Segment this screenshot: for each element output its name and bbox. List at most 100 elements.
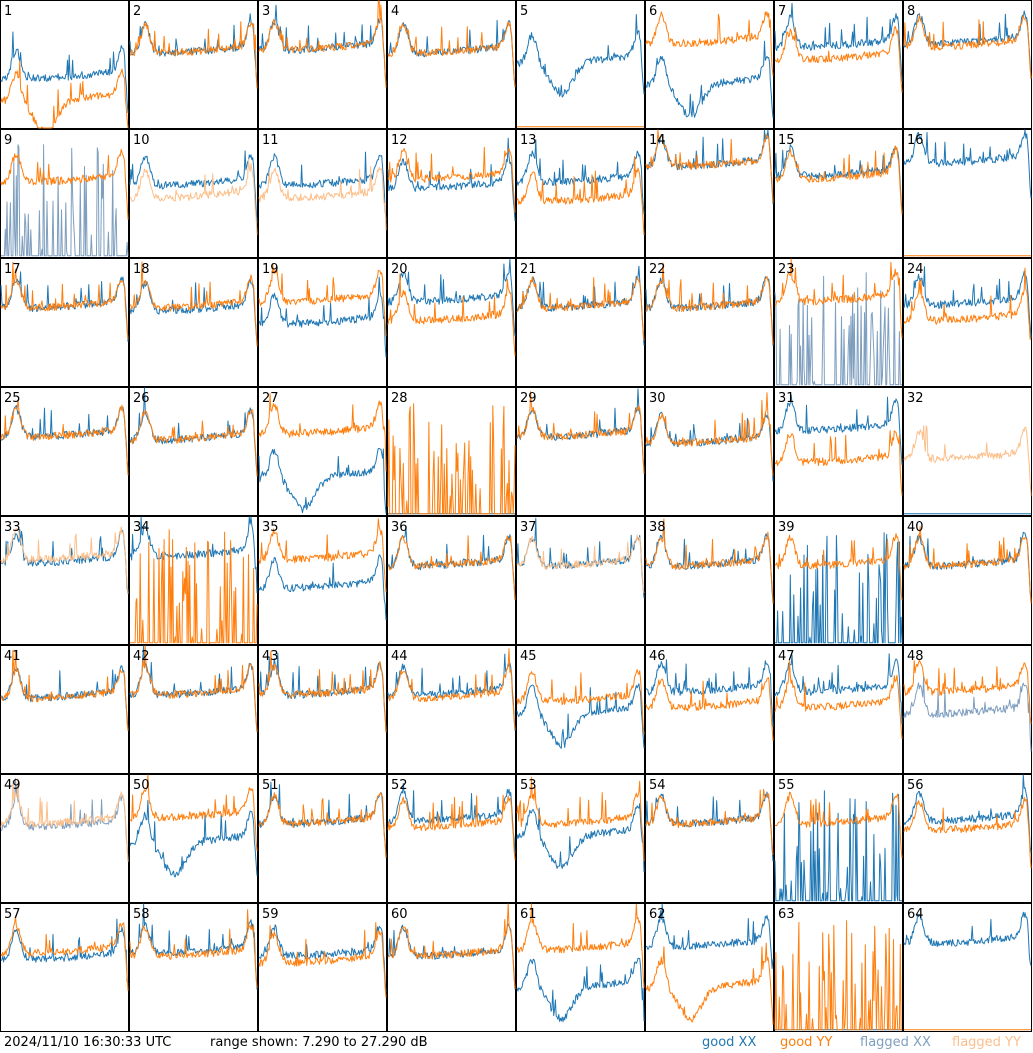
panel-5-label: 5 [520, 4, 528, 19]
panel-3: 3 [258, 0, 387, 129]
panel-16: 16 [903, 129, 1032, 258]
timestamp: 2024/11/10 16:30:33 UTC [4, 1035, 172, 1050]
panel-55: 55 [774, 774, 903, 903]
panel-frame [774, 129, 903, 258]
panel-frame [516, 645, 645, 774]
panel-38-label: 38 [649, 520, 666, 535]
panel-62: 62 [645, 903, 774, 1032]
panel-60-xx-line [387, 923, 516, 990]
panel-frame [258, 774, 387, 903]
panel-63-yy-line [774, 920, 902, 1031]
panel-46-yy-line [645, 677, 774, 741]
panel-59: 59 [258, 903, 387, 1032]
panel-frame [645, 387, 774, 516]
panel-60: 60 [387, 903, 516, 1032]
panel-50-yy-line [129, 774, 258, 852]
panel-frame [0, 774, 129, 903]
panel-13-label: 13 [520, 133, 537, 148]
panel-24-yy-line [903, 267, 1032, 340]
panel-22: 22 [645, 258, 774, 387]
panel-63: 63 [774, 903, 903, 1032]
panel-22-xx-line [645, 264, 774, 347]
panel-4: 4 [387, 0, 516, 129]
panel-frame [0, 903, 129, 1032]
panel-53: 53 [516, 774, 645, 903]
panel-frame [0, 645, 129, 774]
panel-53-yy-line [516, 776, 645, 862]
panel-frame [129, 0, 258, 129]
panel-40-label: 40 [907, 520, 924, 535]
panel-59-label: 59 [262, 907, 279, 922]
panel-frame [516, 516, 645, 645]
panel-frame [645, 645, 774, 774]
legend-flagged-yy: flagged YY [952, 1035, 1021, 1050]
panel-32-yy-line [903, 425, 1032, 496]
panel-25: 25 [0, 387, 129, 516]
panel-frame [645, 903, 774, 1032]
footer: 2024/11/10 16:30:33 UTC range shown: 7.2… [0, 1033, 1033, 1053]
panel-14-yy-line [645, 129, 774, 203]
panel-28-label: 28 [391, 391, 408, 406]
panel-42-xx-line [129, 645, 258, 733]
panel-41-yy-line [0, 650, 129, 731]
panel-3-label: 3 [262, 4, 270, 19]
panel-30-label: 30 [649, 391, 666, 406]
panel-60-label: 60 [391, 907, 408, 922]
panel-62-xx-line [646, 903, 774, 969]
panel-60-yy-line [387, 903, 516, 990]
panel-2-label: 2 [133, 4, 141, 19]
panel-55-yy-line [774, 791, 903, 859]
panel-12: 12 [387, 129, 516, 258]
panel-9-yy-line [0, 148, 129, 220]
panel-39: 39 [774, 516, 903, 645]
panel-15-xx-line [774, 144, 903, 212]
panel-frame [258, 516, 387, 645]
panel-48-yy-line [903, 659, 1032, 724]
panel-7-yy-line [774, 25, 903, 93]
panel-28: 28 [387, 387, 516, 516]
panel-47-yy-line [774, 659, 903, 740]
panel-18-label: 18 [133, 262, 150, 277]
panel-50-label: 50 [133, 778, 150, 793]
legend-good-yy: good YY [780, 1035, 833, 1050]
panel-1: 1 [0, 0, 129, 129]
panel-39-label: 39 [778, 520, 795, 535]
panel-54-label: 54 [649, 778, 666, 793]
panel-11: 11 [258, 129, 387, 258]
panel-35: 35 [258, 516, 387, 645]
panel-5: 5 [516, 0, 645, 129]
panel-18: 18 [129, 258, 258, 387]
panel-40-yy-line [903, 526, 1032, 604]
panel-57-xx-line [0, 918, 129, 985]
panel-24: 24 [903, 258, 1032, 387]
panel-43-label: 43 [262, 649, 279, 664]
panel-frame [774, 645, 903, 774]
panel-frame [387, 774, 516, 903]
panel-44: 44 [387, 645, 516, 774]
panel-frame [903, 645, 1032, 774]
panel-7-label: 7 [778, 4, 786, 19]
panel-8-yy-line [903, 14, 1032, 79]
panel-20-yy-line [387, 273, 516, 356]
panel-54: 54 [645, 774, 774, 903]
panel-10: 10 [129, 129, 258, 258]
panel-42-yy-line [129, 645, 258, 733]
panel-frame [0, 387, 129, 516]
panel-44-label: 44 [391, 649, 408, 664]
panel-29: 29 [516, 387, 645, 516]
panel-frame [903, 0, 1032, 129]
panel-43: 43 [258, 645, 387, 774]
panel-30-yy-line [645, 392, 774, 476]
panel-frame [129, 645, 258, 774]
panel-28-yy-line [387, 403, 516, 515]
panel-46: 46 [645, 645, 774, 774]
panel-frame [774, 0, 903, 129]
panel-frame [387, 516, 516, 645]
panel-42: 42 [129, 645, 258, 774]
panel-46-label: 46 [649, 649, 666, 664]
panel-45-xx-line [516, 683, 645, 749]
panel-25-yy-line [0, 399, 129, 476]
panel-frame [258, 903, 387, 1032]
panel-13-yy-line [516, 156, 645, 236]
panel-58-label: 58 [133, 907, 150, 922]
